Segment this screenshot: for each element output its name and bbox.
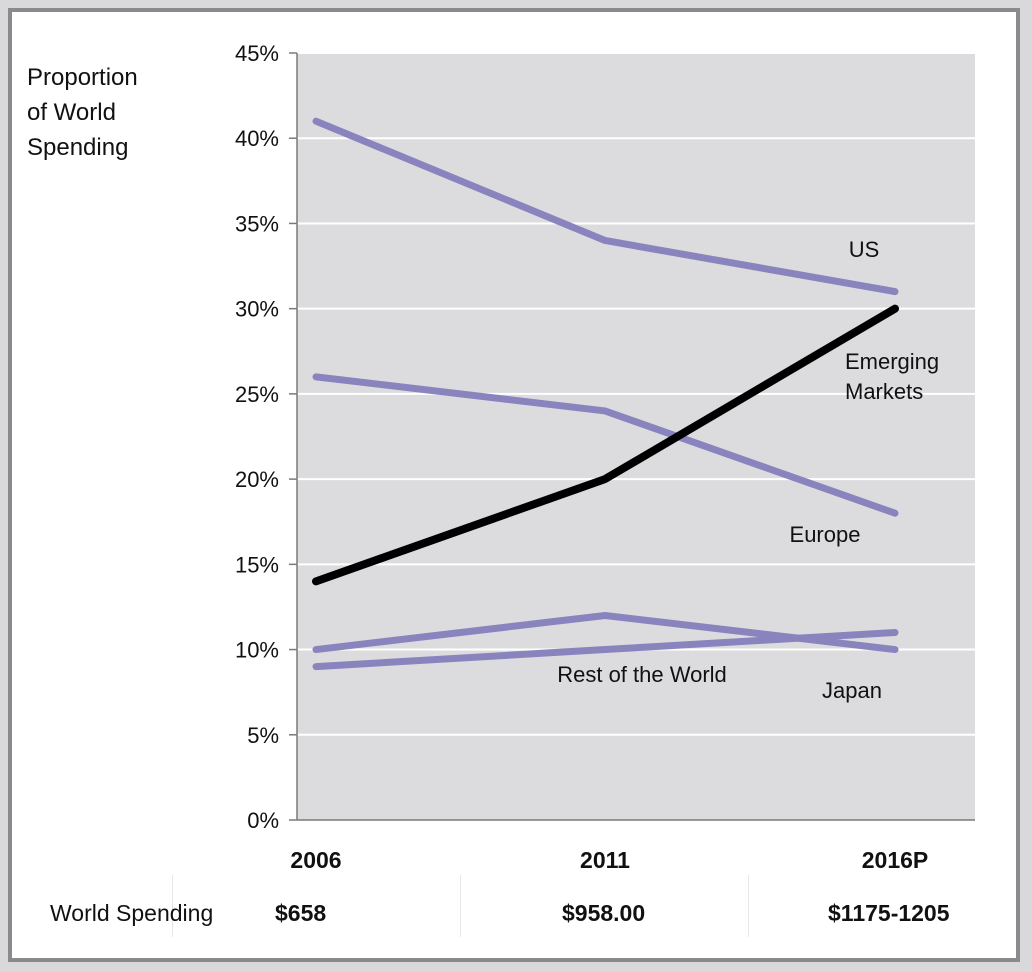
y-tick-label: 45% [235, 41, 279, 66]
y-tick-label: 30% [235, 297, 279, 322]
footer-value-2016p: $1175-1205 [828, 900, 950, 926]
series-label-japan: Japan [822, 678, 882, 703]
x-tick-label: 2016P [862, 847, 929, 873]
y-tick-label: 5% [247, 723, 279, 748]
series-label-emerging-markets: Emerging Markets [845, 349, 939, 404]
y-tick-label: 10% [235, 638, 279, 663]
y-tick-label: 0% [247, 808, 279, 833]
plot-area [297, 53, 975, 820]
footer-label: World Spending [50, 900, 214, 926]
footer-value-2006: $658 [275, 900, 327, 926]
series-line-emerging-markets [312, 304, 899, 586]
y-tick-label: 20% [235, 467, 279, 492]
footer-value-2011: $958.00 [562, 900, 646, 926]
x-tick-label: 2011 [580, 847, 630, 873]
footer-separator [460, 875, 461, 937]
series-label-rest-of-the-world: Rest of the World [557, 662, 727, 687]
series-label-europe: Europe [790, 522, 861, 547]
footer-separator [172, 875, 173, 937]
x-tick-label: 2006 [290, 847, 341, 873]
y-axis-label: Proportion of World Spending [27, 64, 138, 161]
y-tick-label: 40% [235, 126, 279, 151]
series-line-rest-of-the-world [312, 629, 899, 671]
footer-separator [748, 875, 749, 937]
y-tick-label: 15% [235, 552, 279, 577]
series-line-us [312, 117, 899, 296]
series-label-us: US [849, 237, 880, 262]
y-tick-label: 35% [235, 211, 279, 236]
series-line-europe [312, 373, 899, 517]
y-tick-label: 25% [235, 382, 279, 407]
